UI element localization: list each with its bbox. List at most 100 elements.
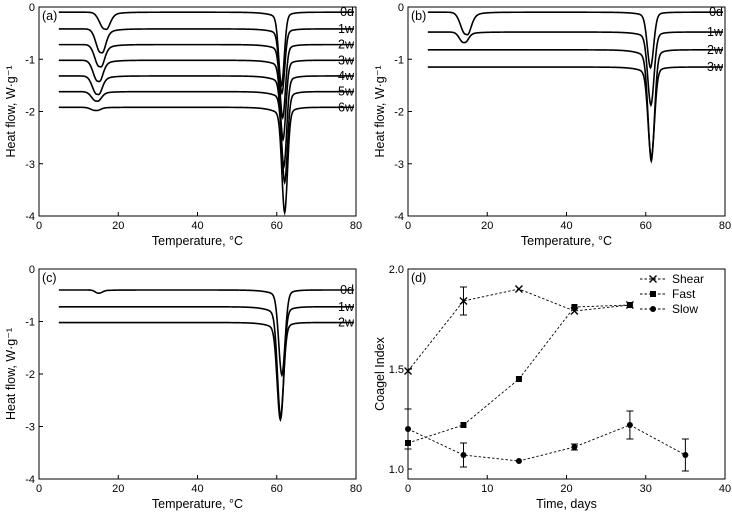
series-label-1w: 1w	[338, 300, 355, 314]
x-axis-label: Temperature, °C	[152, 234, 243, 248]
data-point-x	[404, 367, 412, 375]
series-line-4w	[58, 75, 355, 170]
data-point-square	[460, 422, 467, 428]
x-tick-label: 20	[112, 483, 124, 495]
plot-frame	[407, 6, 726, 217]
y-tick-label: -2	[25, 107, 35, 119]
x-tick-label: 80	[350, 220, 362, 232]
series-line-0d	[427, 11, 724, 70]
series-label-3w: 3w	[707, 60, 724, 74]
series-line-6w	[58, 106, 355, 216]
y-tick-label: -4	[394, 211, 404, 223]
plot-frame	[38, 6, 357, 217]
series-label-2w: 2w	[707, 43, 724, 57]
panel-label: (b)	[411, 9, 426, 23]
data-point-x	[459, 297, 468, 305]
series-label-5w: 5w	[338, 85, 355, 99]
y-tick-label: -1	[25, 317, 35, 329]
series-line-1w	[58, 305, 355, 422]
series-line-3w	[427, 66, 724, 161]
y-tick-label: 1.0	[389, 464, 404, 476]
y-tick-label: 0	[29, 2, 35, 14]
x-tick-label: 20	[481, 220, 493, 232]
y-tick-label: -1	[25, 54, 35, 66]
y-tick-label: 0	[29, 264, 35, 276]
panel-label: (d)	[411, 271, 426, 285]
x-tick-label: 60	[640, 220, 652, 232]
series-line-2w	[58, 321, 355, 423]
data-point-x	[649, 275, 657, 283]
series-line-Shear	[407, 288, 630, 372]
series-line-0d	[58, 289, 355, 378]
legend-label-Fast: Fast	[672, 287, 696, 301]
series-label-3w: 3w	[338, 53, 355, 67]
panel-label: (c)	[42, 271, 57, 285]
y-tick-label: 0	[398, 2, 404, 14]
series-label-2w: 2w	[338, 316, 355, 330]
series-label-0d: 0d	[340, 5, 354, 19]
x-tick-label: 80	[719, 220, 731, 232]
x-tick-label: 0	[405, 220, 411, 232]
y-tick-label: -1	[394, 54, 404, 66]
chart-panel-2: 0 20 40 60 80 0 -1 -2 -3 -4 Temperature, °C Heat fl…	[4, 264, 362, 511]
chart-panel-3: 0 10 20 30 40 1.0 1.5 2.0 Time, days Coagel Index…	[373, 264, 731, 511]
x-tick-label: 0	[405, 483, 411, 495]
legend-label-Shear: Shear	[672, 272, 704, 286]
y-axis-label: Heat flow, W·g⁻¹	[4, 328, 18, 420]
series-line-1w	[58, 28, 355, 96]
series-line-0d	[58, 11, 355, 88]
series-label-0d: 0d	[709, 5, 723, 19]
y-tick-label: 1.5	[389, 364, 404, 376]
x-axis-label: Temperature, °C	[521, 234, 612, 248]
series-line-1w	[427, 31, 724, 108]
x-tick-label: 40	[191, 483, 203, 495]
y-tick-label: -3	[25, 422, 35, 434]
data-point-x	[514, 285, 523, 293]
plot-frame	[38, 268, 357, 480]
y-tick-label: -3	[394, 159, 404, 171]
series-line-Fast	[407, 304, 630, 444]
data-point-square	[571, 304, 578, 310]
x-tick-label: 0	[36, 220, 42, 232]
x-tick-label: 0	[36, 483, 42, 495]
y-tick-label: -3	[25, 159, 35, 171]
y-tick-label: -4	[25, 474, 35, 486]
data-point-circle	[515, 458, 522, 464]
data-point-circle	[650, 306, 656, 312]
x-tick-label: 40	[191, 220, 203, 232]
x-tick-label: 10	[481, 483, 493, 495]
x-tick-label: 60	[271, 220, 283, 232]
series-line-2w	[58, 43, 355, 121]
series-label-1w: 1w	[338, 22, 355, 36]
data-point-circle	[460, 452, 467, 458]
y-tick-label: -4	[25, 211, 35, 223]
x-tick-label: 20	[560, 483, 572, 495]
data-point-square	[650, 291, 656, 297]
series-label-0d: 0d	[340, 283, 354, 297]
data-point-circle	[682, 452, 689, 458]
x-axis-label: Temperature, °C	[152, 497, 243, 511]
series-label-4w: 4w	[338, 69, 355, 83]
x-tick-label: 20	[112, 220, 124, 232]
data-point-circle	[405, 426, 411, 432]
data-point-circle	[626, 422, 633, 428]
series-label-6w: 6w	[338, 100, 355, 114]
x-axis-label: Time, days	[536, 497, 597, 511]
series-label-2w: 2w	[338, 38, 355, 52]
x-tick-label: 40	[560, 220, 572, 232]
y-tick-label: 2.0	[389, 264, 404, 276]
chart-panel-1: 0 20 40 60 80 0 -1 -2 -3 -4 Temperature, °C Heat fl…	[373, 2, 731, 248]
panel-label: (a)	[42, 9, 57, 23]
series-line-3w	[58, 59, 355, 142]
y-tick-label: -2	[394, 107, 404, 119]
data-point-circle	[571, 444, 578, 450]
data-point-square	[515, 376, 522, 382]
series-line-2w	[427, 49, 724, 164]
y-axis-label: Coagel Index	[373, 336, 387, 410]
x-tick-label: 30	[640, 483, 652, 495]
data-point-square	[626, 302, 633, 308]
y-tick-label: -2	[25, 369, 35, 381]
series-line-5w	[58, 90, 355, 186]
series-label-1w: 1w	[707, 25, 724, 39]
